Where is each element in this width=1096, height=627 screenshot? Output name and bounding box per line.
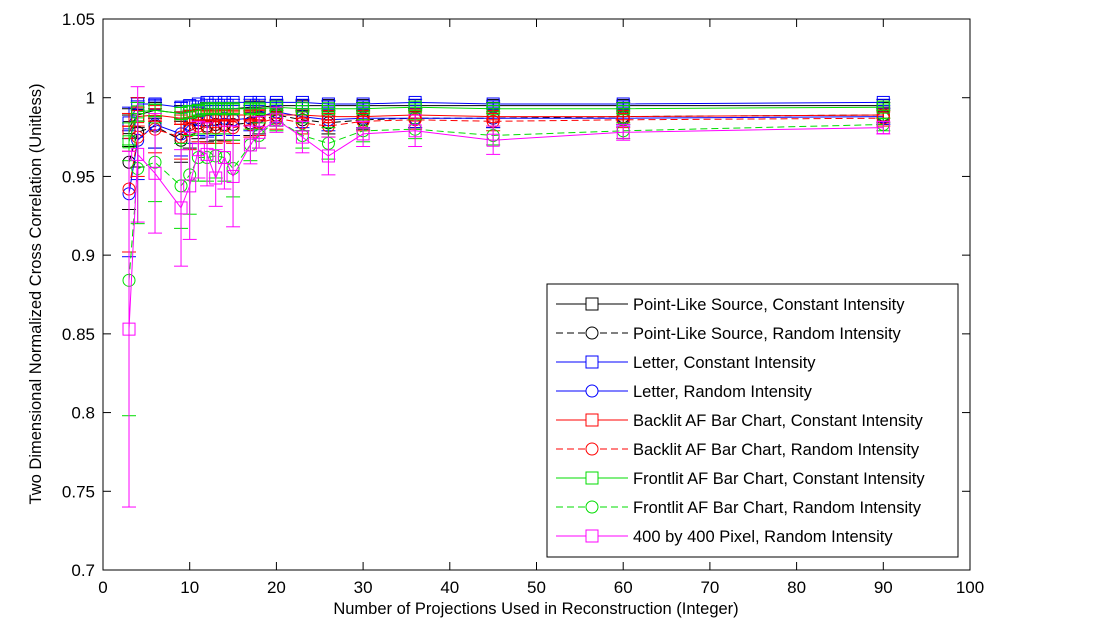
x-tick-label: 50 (527, 578, 546, 597)
legend-marker-square (585, 297, 599, 311)
series-layer (122, 86, 891, 508)
data-point-square (252, 125, 266, 139)
legend-label: Frontlit AF Bar Chart, Random Intensity (633, 499, 922, 517)
data-point-square (209, 171, 223, 185)
y-axis-label: Two Dimensional Normalized Cross Correla… (27, 84, 45, 505)
series-400-by-400-pixel-random-intensity (122, 86, 891, 508)
data-point-square (226, 169, 240, 183)
x-tick-label: 90 (874, 578, 893, 597)
data-point-square (616, 102, 630, 116)
legend-item: Letter, Random Intensity (556, 383, 813, 401)
legend-label: Backlit AF Bar Chart, Constant Intensity (633, 412, 924, 430)
data-point-square (191, 143, 205, 157)
x-tick-label: 20 (267, 578, 286, 597)
data-point-square (217, 102, 231, 116)
data-point-square (183, 179, 197, 193)
data-point-square (616, 125, 630, 139)
data-point-square (183, 105, 197, 119)
legend-marker-circle (585, 442, 599, 456)
data-point-square (243, 102, 257, 116)
y-tick-label: 1.05 (62, 10, 95, 29)
data-point-square (191, 103, 205, 117)
legend-label: Point-Like Source, Random Intensity (633, 325, 902, 343)
data-point-square (321, 149, 335, 163)
data-point-square (356, 127, 370, 141)
legend-marker-square (585, 471, 599, 485)
data-point-square (486, 102, 500, 116)
legend-marker-square (585, 355, 599, 369)
data-point-square (356, 102, 370, 116)
legend-label: Letter, Constant Intensity (633, 354, 816, 372)
legend: Point-Like Source, Constant Intensity Poi… (546, 283, 959, 558)
legend-label: Point-Like Source, Constant Intensity (633, 296, 905, 314)
x-tick-label: 100 (956, 578, 984, 597)
data-point-square (876, 121, 890, 135)
legend-item: 400 by 400 Pixel, Random Intensity (556, 528, 893, 546)
legend-item: Point-Like Source, Random Intensity (556, 325, 902, 343)
legend-label: Frontlit AF Bar Chart, Constant Intensit… (633, 470, 925, 488)
data-point-square (269, 113, 283, 127)
legend-label: 400 by 400 Pixel, Random Intensity (633, 528, 893, 546)
data-point-square (174, 106, 188, 120)
series-line (128, 119, 884, 330)
data-point-square (321, 102, 335, 116)
y-tick-label: 0.85 (62, 325, 95, 344)
legend-marker-circle (585, 326, 599, 340)
legend-item: Backlit AF Bar Chart, Random Intensity (556, 441, 920, 459)
series-line (128, 114, 884, 133)
data-point-square (148, 166, 162, 180)
x-tick-label: 70 (700, 578, 719, 597)
data-point-square (122, 322, 136, 336)
y-tick-label: 0.7 (71, 561, 95, 580)
y-tick-label: 0.75 (62, 482, 95, 501)
data-point-square (200, 102, 214, 116)
x-tick-label: 40 (440, 578, 459, 597)
series-line (128, 117, 884, 190)
legend-item: Letter, Constant Intensity (556, 354, 816, 372)
data-point-square (295, 130, 309, 144)
legend-item: Frontlit AF Bar Chart, Random Intensity (556, 499, 922, 517)
data-point-square (243, 138, 257, 152)
axis-layer: 0 10 20 30 40 50 60 70 80 90 100 0.7 0.75 0.8 0.85 0.9 0… (62, 10, 984, 597)
data-point-square (252, 102, 266, 116)
data-point-square (408, 124, 422, 138)
y-tick-label: 0.95 (62, 167, 95, 186)
data-point-square (295, 102, 309, 116)
legend-marker-circle (585, 384, 599, 398)
legend-marker-circle (585, 500, 599, 514)
data-point-square (217, 151, 231, 165)
x-tick-label: 80 (787, 578, 806, 597)
x-tick-label: 0 (98, 578, 107, 597)
series-line (128, 111, 884, 194)
series-line (128, 119, 884, 281)
series-line (128, 106, 884, 142)
y-tick-label: 1 (86, 89, 95, 108)
legend-item: Frontlit AF Bar Chart, Constant Intensit… (556, 470, 925, 488)
x-axis-label: Number of Projections Used in Reconstruc… (333, 600, 738, 618)
legend-marker-square (585, 529, 599, 543)
legend-label: Letter, Random Intensity (633, 383, 813, 401)
legend-item: Point-Like Source, Constant Intensity (556, 296, 905, 314)
legend-label: Backlit AF Bar Chart, Random Intensity (633, 441, 920, 459)
data-point-square (131, 147, 145, 161)
data-point-square (486, 133, 500, 147)
y-tick-label: 0.8 (71, 404, 95, 423)
y-tick-label: 0.9 (71, 246, 95, 265)
data-point-square (174, 201, 188, 215)
data-point-square (209, 102, 223, 116)
data-point-square (876, 100, 890, 114)
data-point-square (226, 102, 240, 116)
legend-marker-square (585, 413, 599, 427)
x-tick-label: 10 (180, 578, 199, 597)
data-point-square (200, 147, 214, 161)
x-tick-label: 30 (354, 578, 373, 597)
x-tick-label: 60 (614, 578, 633, 597)
data-point-square (408, 100, 422, 114)
legend-item: Backlit AF Bar Chart, Constant Intensity (556, 412, 924, 430)
